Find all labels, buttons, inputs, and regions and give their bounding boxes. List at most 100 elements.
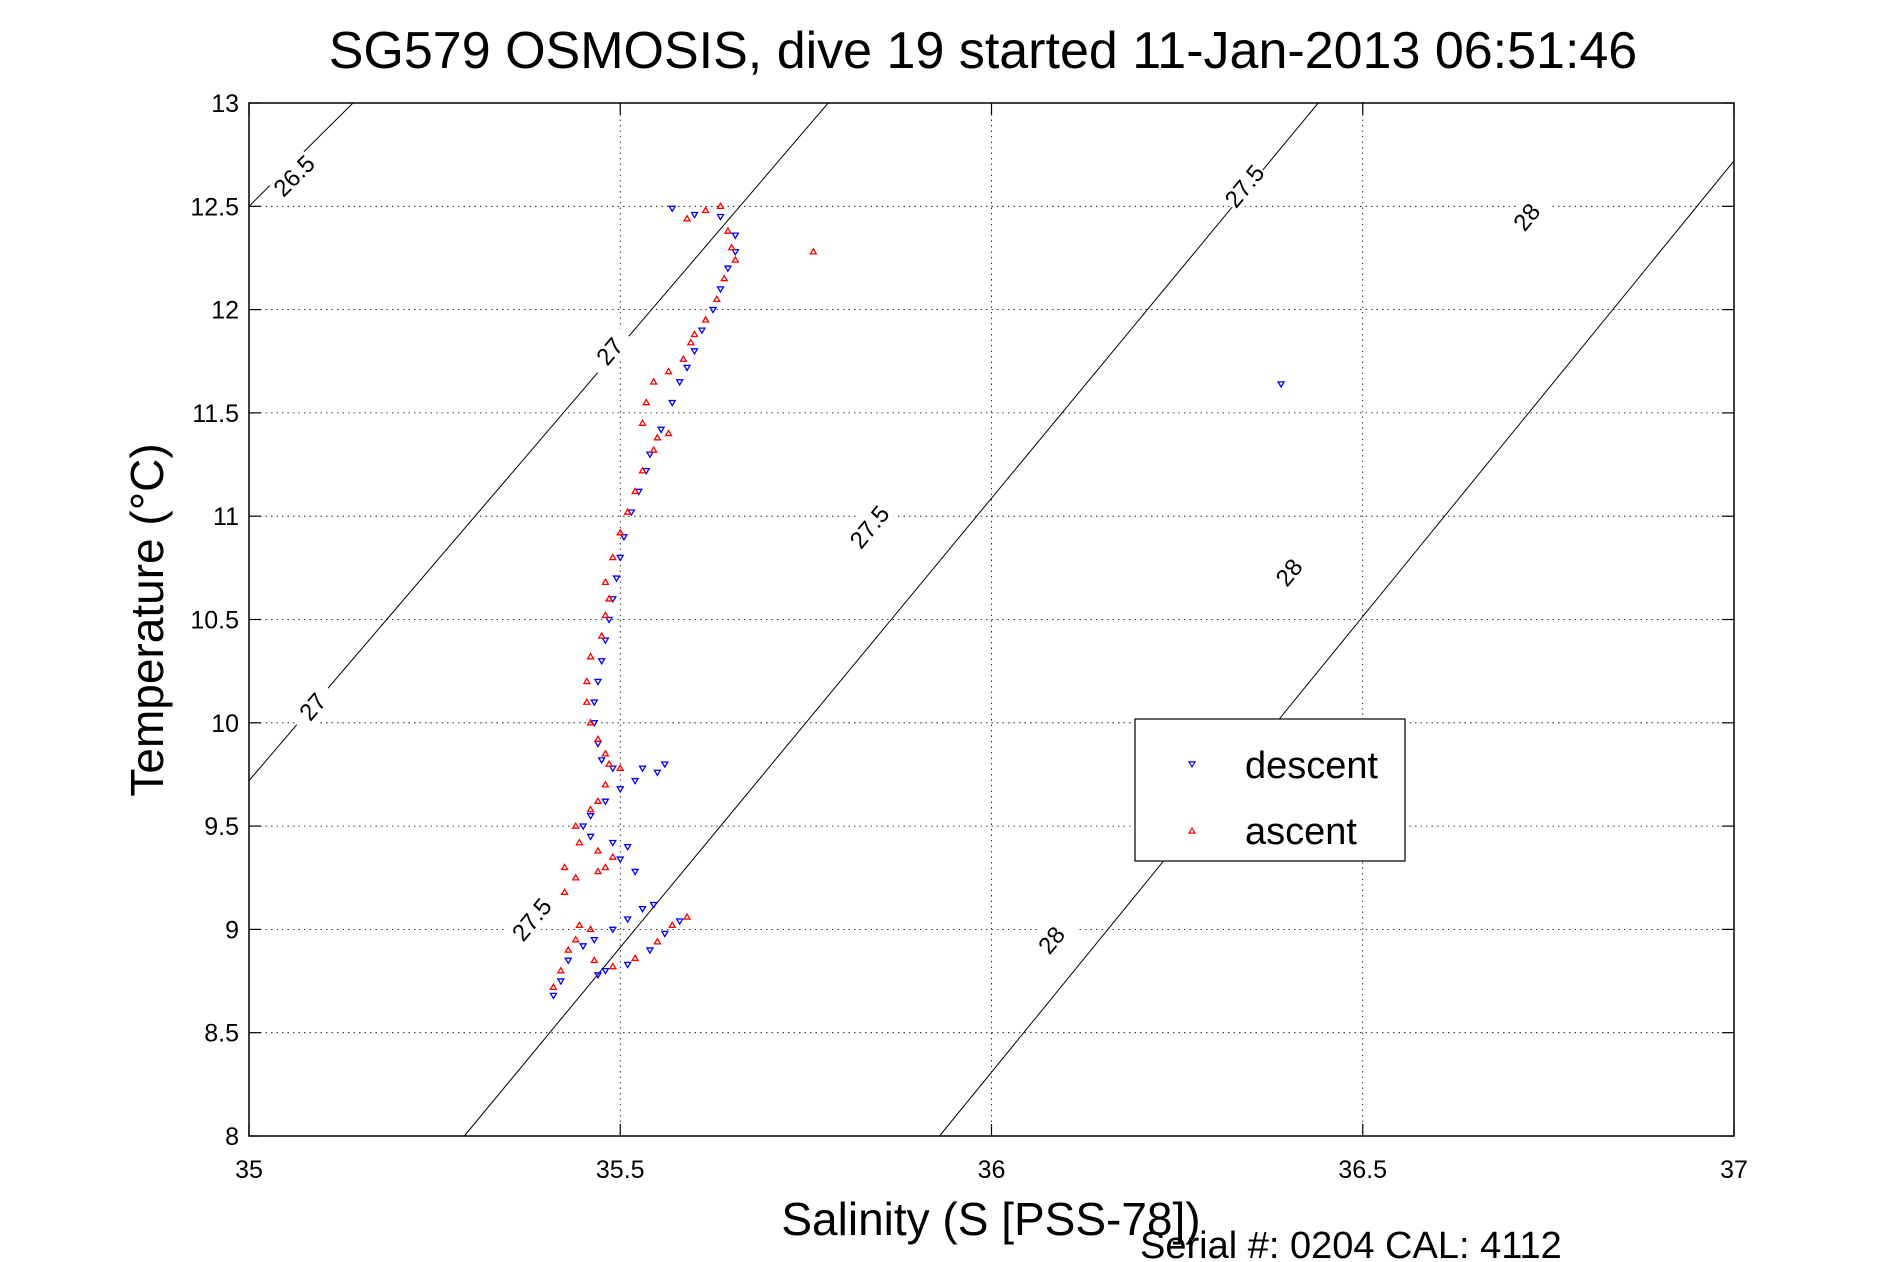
data-point-descent xyxy=(649,901,658,909)
data-point-descent xyxy=(593,678,603,686)
data-point-ascent xyxy=(582,677,591,685)
y-tick-label: 13 xyxy=(211,90,239,118)
isopycnal-label-bg xyxy=(285,678,339,734)
data-point-ascent xyxy=(690,330,699,338)
data-point-descent xyxy=(623,844,632,852)
data-point-descent xyxy=(549,992,558,1000)
data-point-ascent xyxy=(616,528,625,536)
x-tick-label: 35.5 xyxy=(596,1156,645,1184)
legend-box xyxy=(1134,718,1406,862)
data-point-descent xyxy=(682,364,692,372)
data-point-ascent xyxy=(608,553,617,561)
data-point-descent xyxy=(660,930,669,938)
data-point-descent xyxy=(645,947,655,955)
data-point-descent xyxy=(623,961,632,969)
data-point-descent xyxy=(616,786,625,794)
isopycnal-label-bg xyxy=(1262,544,1315,600)
data-point-descent xyxy=(608,839,617,847)
data-point-descent xyxy=(593,972,603,980)
data-point-descent xyxy=(601,798,610,806)
y-axis-label: Temperature (°C) xyxy=(121,443,173,796)
data-point-ascent xyxy=(727,243,736,251)
data-point-ascent xyxy=(731,255,740,263)
data-point-ascent xyxy=(586,925,595,933)
isopycnal-label: 28 xyxy=(1262,544,1315,600)
data-point-descent xyxy=(630,868,640,876)
series-descent xyxy=(549,205,1286,1000)
data-point-descent xyxy=(578,943,588,951)
data-point-descent xyxy=(731,232,740,240)
data-point-ascent xyxy=(608,962,617,970)
data-point-ascent xyxy=(809,247,818,255)
data-point-ascent xyxy=(686,338,695,346)
data-point-ascent xyxy=(604,759,614,767)
y-tick-label: 11.5 xyxy=(192,400,239,428)
isopycnal-label-bg xyxy=(505,891,558,947)
data-point-ascent xyxy=(597,631,606,639)
data-point-ascent xyxy=(556,966,565,974)
data-point-descent xyxy=(656,426,666,434)
data-point-descent xyxy=(586,833,595,841)
data-point-ascent xyxy=(590,956,599,964)
data-point-ascent xyxy=(571,873,580,881)
axis-ticks xyxy=(248,102,1735,1137)
data-point-descent xyxy=(597,658,606,666)
data-point-ascent xyxy=(582,697,591,705)
isopycnal-label-bg xyxy=(842,499,896,554)
isopycnal-label-bg xyxy=(266,148,321,203)
data-point-ascent xyxy=(601,780,610,788)
data-point-ascent xyxy=(601,578,610,586)
data-point-descent xyxy=(638,765,647,773)
legend-ascent-label: ascent xyxy=(1245,811,1357,853)
isopycnal-label-bg xyxy=(1024,912,1077,968)
data-point-descent xyxy=(716,286,725,294)
data-point-descent xyxy=(653,769,662,777)
y-tick-label: 9.5 xyxy=(204,813,239,841)
data-point-descent xyxy=(716,213,725,221)
data-point-descent xyxy=(675,918,684,926)
data-point-ascent xyxy=(601,611,610,619)
data-point-ascent xyxy=(593,846,603,854)
data-point-descent xyxy=(616,554,625,562)
data-point-ascent xyxy=(638,466,647,474)
data-point-ascent xyxy=(575,838,584,846)
x-tick-label: 37 xyxy=(1720,1156,1748,1184)
data-point-ascent xyxy=(649,445,658,453)
data-point-ascent xyxy=(682,214,692,222)
data-point-descent xyxy=(616,856,625,864)
data-point-descent xyxy=(697,327,707,335)
data-point-ascent xyxy=(701,206,710,214)
data-point-ascent xyxy=(601,749,610,757)
data-point-descent xyxy=(1276,381,1286,389)
data-point-descent xyxy=(623,916,632,924)
data-point-descent xyxy=(690,211,699,219)
data-point-ascent xyxy=(638,418,647,426)
data-point-ascent xyxy=(571,821,580,829)
data-point-ascent xyxy=(586,718,595,726)
data-point-ascent xyxy=(642,398,651,406)
y-tick-label: 10 xyxy=(211,710,239,738)
data-point-descent xyxy=(675,379,684,387)
data-point-descent xyxy=(612,575,621,583)
data-point-descent xyxy=(668,205,677,213)
data-point-descent xyxy=(608,926,617,934)
isopycnal-line xyxy=(249,103,829,781)
data-point-descent xyxy=(597,757,606,765)
data-point-ascent xyxy=(586,805,595,813)
data-point-descent xyxy=(690,348,699,356)
data-point-ascent xyxy=(564,945,573,953)
y-tick-label: 10.5 xyxy=(190,607,239,635)
y-tick-label: 8.5 xyxy=(204,1020,239,1048)
isopycnal-label-bg xyxy=(1217,158,1271,214)
data-point-ascent xyxy=(653,433,662,441)
data-point-ascent xyxy=(586,652,595,660)
data-point-descent xyxy=(578,823,588,831)
data-point-ascent xyxy=(712,294,721,303)
isopycnal-line xyxy=(939,160,1734,1136)
data-point-ascent xyxy=(616,763,625,772)
data-point-ascent xyxy=(593,867,603,875)
data-point-ascent xyxy=(571,935,580,943)
data-point-ascent xyxy=(649,377,658,385)
isopycnal-line xyxy=(463,103,1319,1136)
